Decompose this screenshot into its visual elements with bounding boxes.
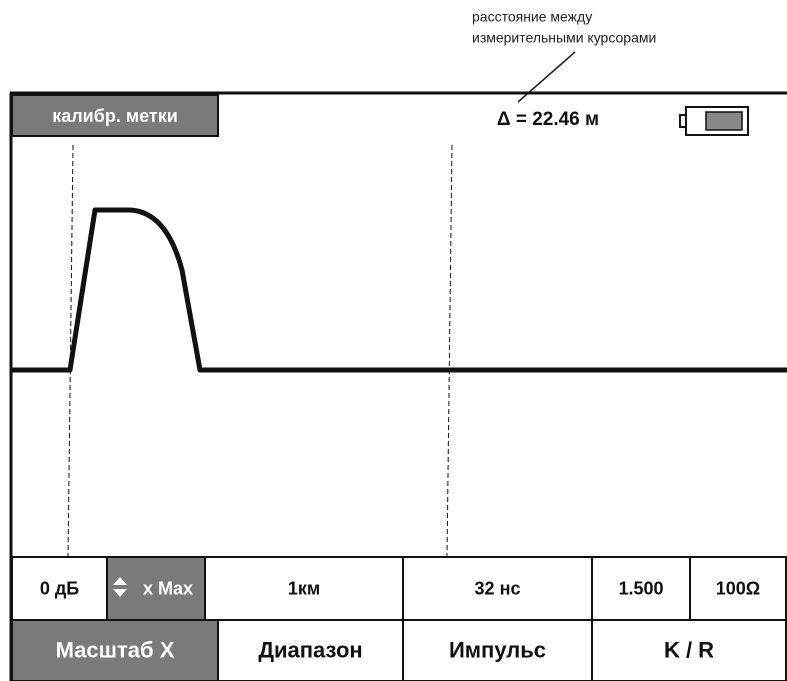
table-cell-text: 1км	[288, 578, 320, 598]
table-cell-text: Импульс	[449, 637, 546, 662]
table-cell-text: 1.500	[618, 578, 663, 598]
table-cell-text: Диапазон	[258, 637, 362, 662]
annotation-line: измерительными курсорами	[472, 30, 656, 46]
mode-label-box	[11, 94, 219, 137]
annotation-line: расстояние между	[472, 9, 592, 25]
settings-table: 0 дБ x Max 1км 32 нс 1.500 100Ω Масштаб X Диапа…	[11, 556, 787, 681]
mode-label: калибр. метки	[52, 106, 178, 126]
table-cell-text: 100Ω	[716, 578, 760, 598]
table-cell-text: x Max	[143, 578, 193, 598]
battery-icon	[679, 106, 749, 136]
updown-icon	[113, 577, 127, 597]
table-cell-text: 0 дБ	[40, 578, 79, 598]
table-cell-text: Масштаб X	[56, 637, 175, 662]
waveform	[10, 207, 787, 373]
delta-readout: Δ = 22.46 м	[497, 109, 599, 130]
table-cell	[591, 619, 787, 681]
cursor-line	[67, 144, 74, 558]
table-cell-text: 32 нс	[475, 578, 521, 598]
table-cell	[106, 556, 206, 621]
table-cell-text: K / R	[664, 637, 714, 662]
cursor-line	[446, 144, 453, 558]
table-cell	[11, 556, 108, 621]
table-cell	[689, 556, 787, 621]
table-cell	[402, 619, 593, 681]
